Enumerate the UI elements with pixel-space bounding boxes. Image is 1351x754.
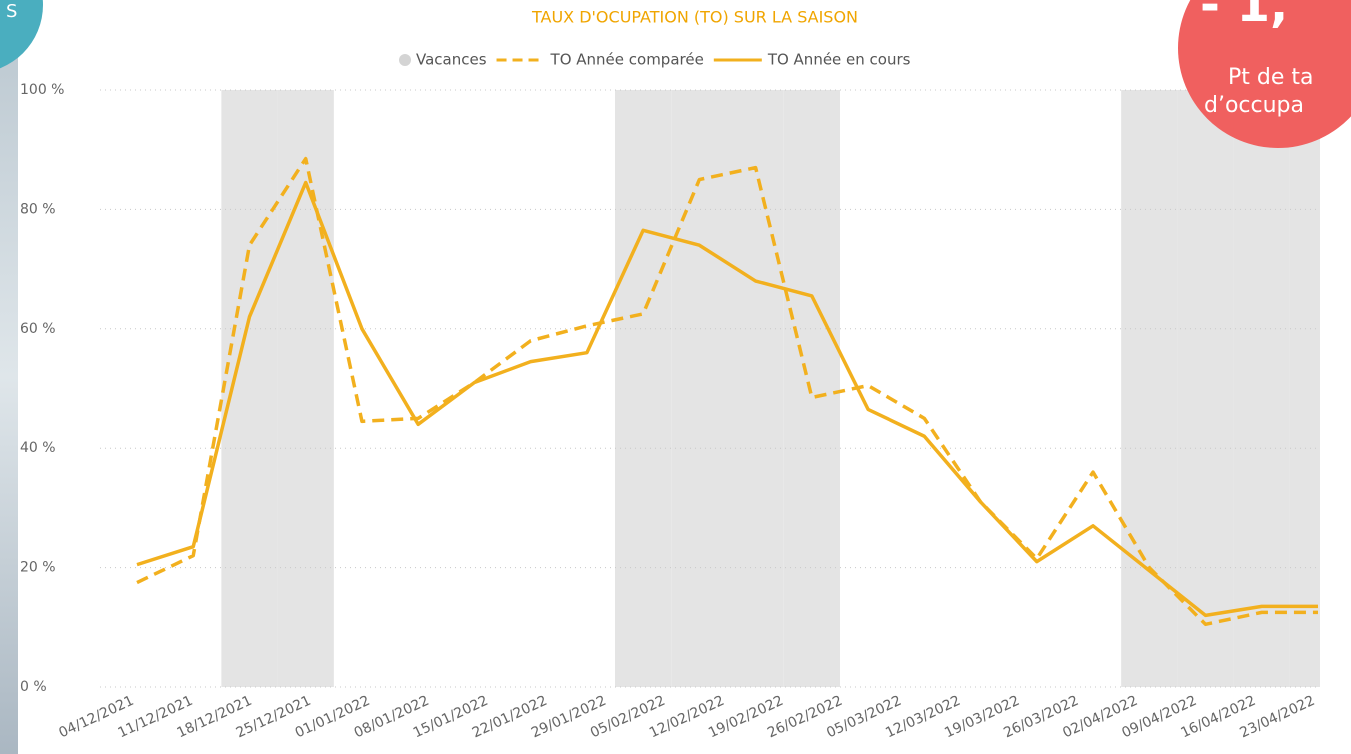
data-line — [136, 180, 1318, 618]
legend-label: TO Année en cours — [767, 51, 911, 69]
legend-label: Vacances — [416, 51, 487, 69]
y-tick-label: 100 % — [20, 82, 64, 98]
side-strip — [0, 0, 18, 754]
legend: Vacances TO Année comparée TO Année en cou… — [399, 51, 911, 69]
y-tick-label: 0 % — [20, 679, 47, 695]
chart-title: TAUX D'OCUPATION (TO) SUR LA SAISON — [531, 8, 858, 27]
y-tick-label: 80 % — [20, 201, 56, 217]
vacation-band — [277, 90, 334, 687]
badge-right-line: Pt de ta — [1228, 65, 1314, 90]
y-tick-label: 20 % — [20, 560, 56, 576]
badge-left — [0, 0, 43, 69]
y-tick-label: 60 % — [20, 321, 56, 337]
vacation-band — [727, 90, 784, 687]
vacation-band — [1177, 90, 1234, 687]
legend-label: TO Année comparée — [550, 51, 704, 69]
vacation-band — [671, 90, 728, 687]
data-line — [136, 156, 1318, 627]
badge-right-line: d’occupa — [1204, 93, 1304, 118]
plot-area — [100, 89, 1320, 688]
legend-swatch — [399, 54, 411, 66]
badge-right — [1178, 0, 1351, 148]
badge-left-text: S — [6, 1, 17, 22]
vacation-band — [1233, 90, 1290, 687]
vacation-band — [783, 90, 840, 687]
badge-right-value: - 1, — [1200, 0, 1288, 33]
vacation-band — [615, 90, 672, 687]
vacation-band — [221, 90, 278, 687]
vacation-band — [1289, 90, 1320, 687]
vacation-band — [1121, 90, 1178, 687]
y-tick-label: 40 % — [20, 440, 56, 456]
